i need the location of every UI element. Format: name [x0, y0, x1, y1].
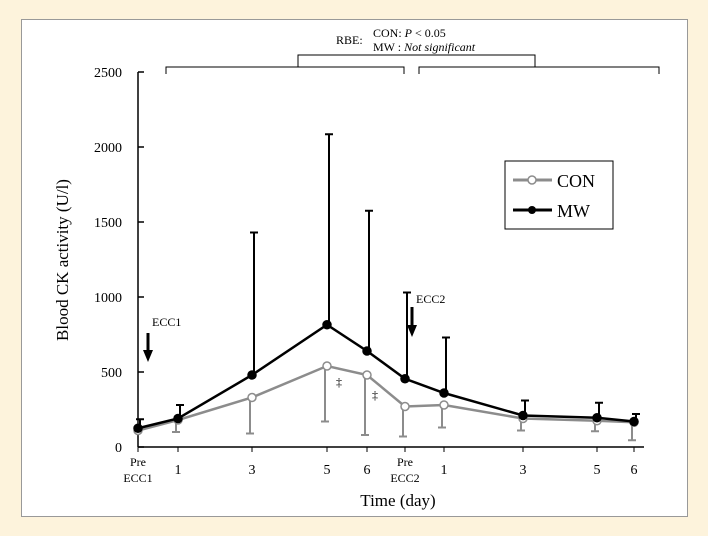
ecc2-label: ECC2	[416, 292, 445, 306]
y-ticks: 0 500 1000 1500 2000 2500	[94, 66, 144, 456]
x-tick-label: 1	[175, 463, 182, 478]
x-tick-label: 5	[594, 463, 601, 478]
rbe-mw-text: MW : Not significant	[373, 40, 476, 54]
legend: CON MW	[504, 160, 614, 230]
data-point	[362, 346, 372, 356]
x-tick-label: Pre	[130, 455, 146, 469]
legend-mw-marker	[528, 206, 536, 214]
data-point	[133, 423, 143, 433]
x-tick-label: ECC1	[123, 471, 152, 485]
rbe-top-bracket	[297, 54, 536, 67]
data-point	[247, 392, 257, 403]
y-tick-label: 1000	[94, 291, 122, 306]
ecc1-marker: ECC1	[143, 315, 181, 362]
series-line	[137, 323, 635, 430]
ecc2-arrow-head	[407, 325, 417, 337]
data-point	[518, 410, 528, 421]
y-tick-label: 500	[101, 366, 122, 381]
y-axis-label: Blood CK activity (U/l)	[53, 179, 72, 341]
data-point	[439, 388, 449, 398]
rbe-left-bracket	[165, 66, 405, 74]
data-point	[439, 400, 449, 410]
x-tick-label: 6	[631, 463, 638, 478]
x-tick-label: 5	[324, 463, 331, 478]
rbe-con-text: CON: P < 0.05	[373, 26, 446, 40]
x-axis-label: Time (day)	[360, 491, 435, 510]
y-tick-label: 2500	[94, 66, 122, 81]
legend-con-label: CON	[557, 171, 595, 191]
x-tick-label: ECC2	[390, 471, 419, 485]
data-point	[322, 320, 332, 330]
series-layer	[133, 133, 640, 442]
data-point	[400, 374, 410, 384]
series-mw	[133, 133, 640, 433]
data-point	[400, 401, 410, 412]
rbe-annotation: RBE: CON: P < 0.05 MW : Not significant	[165, 26, 660, 74]
legend-mw-label: MW	[557, 201, 590, 221]
data-point	[322, 361, 332, 371]
series-line	[137, 364, 635, 432]
y-tick-label: 0	[115, 441, 122, 456]
x-tick-label: 1	[441, 463, 448, 478]
rbe-label: RBE:	[336, 33, 363, 47]
data-point	[362, 370, 372, 380]
rbe-right-bracket	[418, 66, 660, 74]
legend-con-marker	[527, 175, 537, 185]
x-tick-label: 3	[249, 463, 256, 478]
y-tick-label: 1500	[94, 216, 122, 231]
x-tick-label: Pre	[397, 455, 413, 469]
figure-frame: 0 500 1000 1500 2000 2500 Pre ECC1 1 3 5 6 Pre ECC2 1…	[21, 19, 688, 517]
y-tick-label: 2000	[94, 141, 122, 156]
data-point	[247, 370, 257, 380]
x-tick-label: 6	[364, 463, 371, 478]
data-point	[173, 413, 183, 424]
sig-mark-day5: ‡	[336, 375, 342, 389]
legend-box	[504, 160, 614, 230]
x-tick-label: 3	[520, 463, 527, 478]
data-point	[592, 413, 602, 423]
ck-line-chart: 0 500 1000 1500 2000 2500 Pre ECC1 1 3 5 6 Pre ECC2 1…	[53, 26, 660, 510]
ecc1-arrow-head	[143, 350, 153, 362]
ecc2-marker: ECC2	[407, 292, 445, 337]
sig-mark-day6: ‡	[372, 388, 378, 402]
data-point	[629, 416, 639, 427]
ecc1-label: ECC1	[152, 315, 181, 329]
x-ticks: Pre ECC1 1 3 5 6 Pre ECC2 1 3 5 6	[123, 447, 638, 485]
